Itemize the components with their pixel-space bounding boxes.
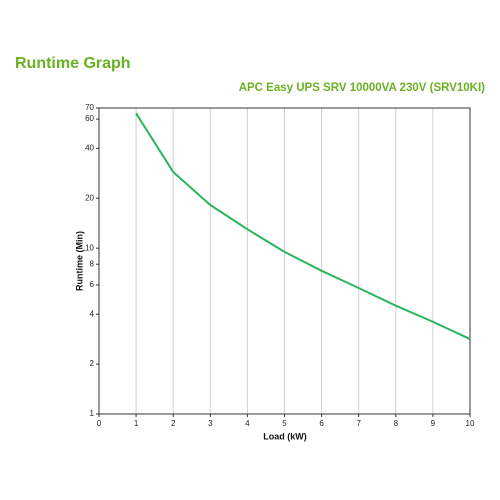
x-tick-label: 1 xyxy=(134,419,139,428)
x-tick-label: 10 xyxy=(466,419,475,428)
y-tick-label: 70 xyxy=(85,103,94,112)
runtime-line xyxy=(135,112,471,340)
y-tick-label: 20 xyxy=(85,193,94,202)
x-tick-label: 3 xyxy=(208,419,213,428)
x-tick-label: 8 xyxy=(394,419,399,428)
y-tick-label: 2 xyxy=(90,359,95,368)
x-tick-label: 5 xyxy=(282,419,287,428)
y-tick-label: 1 xyxy=(90,409,95,418)
chart-subtitle: APC Easy UPS SRV 10000VA 230V (SRV10KI) xyxy=(239,82,485,94)
chart-title: Runtime Graph xyxy=(15,55,131,72)
y-tick-label: 6 xyxy=(90,280,95,289)
y-tick-label: 4 xyxy=(90,309,95,318)
plot-frame xyxy=(98,107,471,415)
x-tick-label: 9 xyxy=(431,419,436,428)
y-tick-label: 40 xyxy=(85,143,94,152)
x-tick-label: 6 xyxy=(319,419,324,428)
x-axis-title: Load (kW) xyxy=(263,431,307,441)
x-tick-label: 2 xyxy=(171,419,176,428)
y-tick-label: 60 xyxy=(85,114,94,123)
y-tick-label: 8 xyxy=(90,259,95,268)
y-tick-label: 10 xyxy=(85,243,94,252)
x-tick-label: 7 xyxy=(356,419,361,428)
x-tick-label: 0 xyxy=(97,419,102,428)
x-tick-label: 4 xyxy=(245,419,250,428)
y-axis-title: Runtime (Min) xyxy=(74,231,84,291)
